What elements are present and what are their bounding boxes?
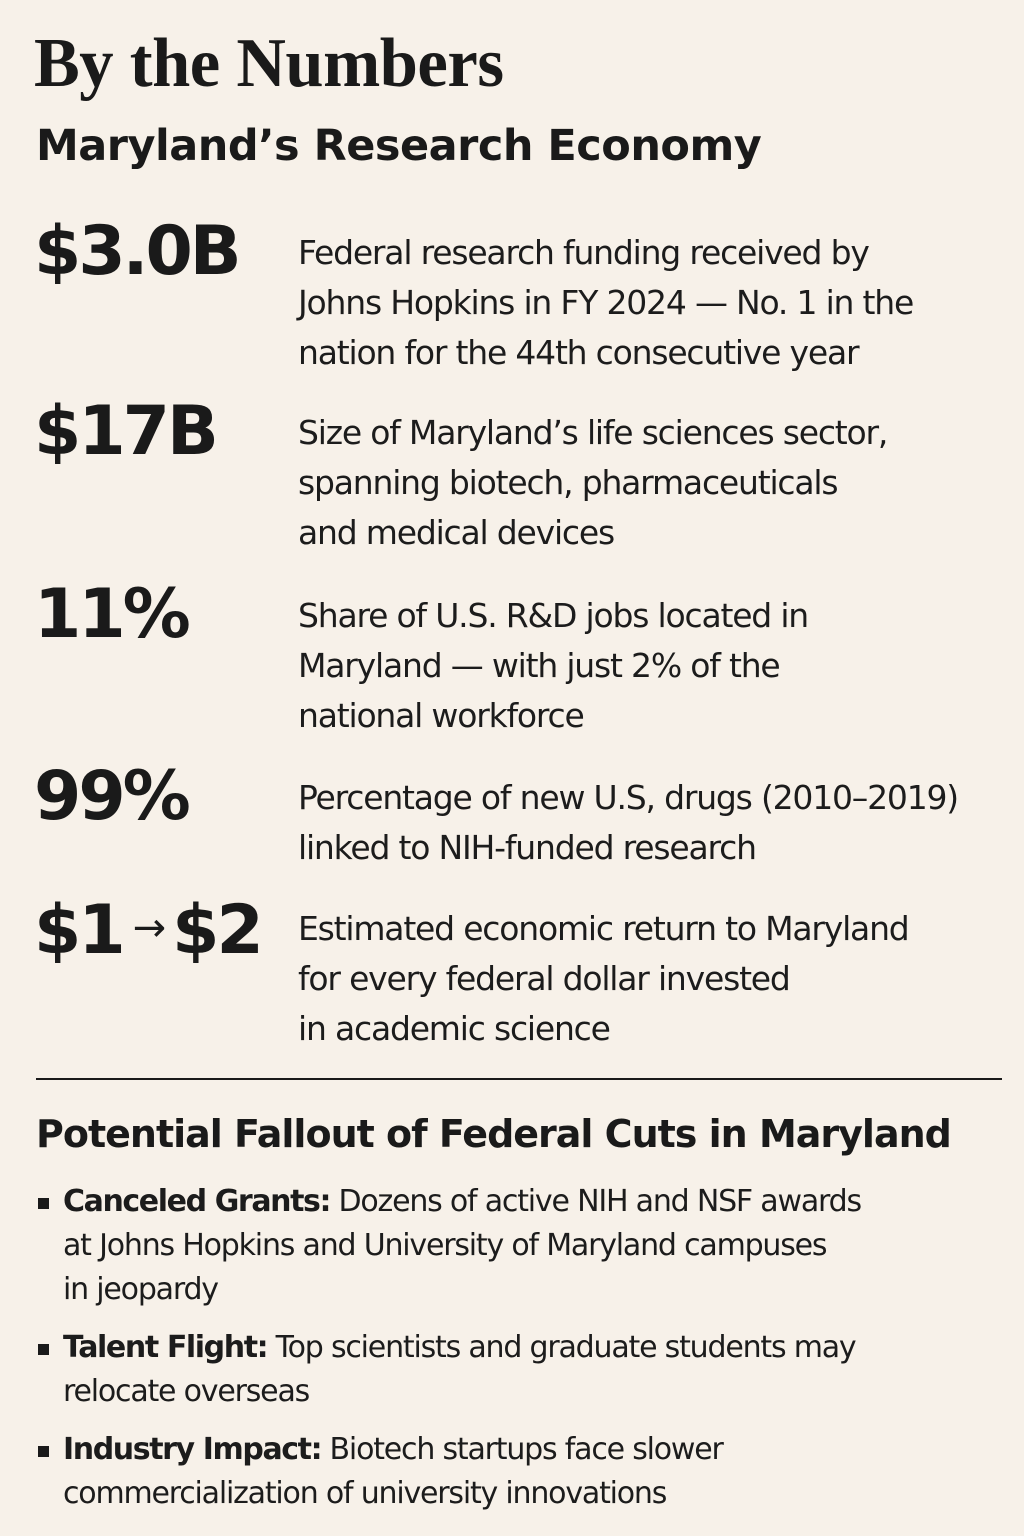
square-bullet-icon — [38, 1198, 49, 1209]
list-item-industry-impact: Industry Impact: Biotech startups face s… — [36, 1428, 1006, 1516]
page-title: By the Numbers — [34, 25, 504, 102]
arrow-right-icon: → — [132, 905, 167, 951]
stat-description: Estimated economic return to Maryland fo… — [298, 904, 1018, 1054]
bullet-first-line: Industry Impact: Biotech startups face s… — [63, 1428, 1006, 1472]
bullet-text: Dozens of active NIH and NSF awards — [330, 1184, 862, 1219]
section-divider — [36, 1078, 1002, 1080]
stat-description: Share of U.S. R&D jobs located in Maryla… — [298, 591, 1018, 741]
bullet-text: Top scientists and graduate students may — [267, 1330, 857, 1365]
list-item-canceled-grants: Canceled Grants: Dozens of active NIH an… — [36, 1180, 1006, 1312]
page-subtitle: Maryland’s Research Economy — [36, 121, 762, 171]
stat-description-line: Percentage of new U.S, drugs (2010–2019) — [298, 778, 959, 817]
bullet-text: Biotech startups face slower — [321, 1432, 724, 1467]
stat-description-line: and medical devices — [298, 513, 615, 552]
stat-description-line: in academic science — [298, 1009, 611, 1048]
stat-value-from: $1 — [34, 891, 126, 970]
stat-description-line: linked to NIH-funded research — [298, 828, 757, 867]
list-item-talent-flight: Talent Flight: Top scientists and gradua… — [36, 1326, 1006, 1414]
bullet-lead: Talent Flight: — [63, 1330, 269, 1365]
stat-description-line: Size of Maryland’s life sciences sector, — [298, 413, 888, 452]
bullet-first-line: Canceled Grants: Dozens of active NIH an… — [63, 1180, 1006, 1224]
bullet-line: at Johns Hopkins and University of Maryl… — [63, 1228, 828, 1263]
stat-description-line: for every federal dollar invested — [298, 959, 791, 998]
bullet-line: relocate overseas — [63, 1374, 310, 1409]
stat-description-line: Maryland — with just 2% of the — [298, 646, 781, 685]
stat-value-to: $2 — [172, 891, 264, 970]
stat-description-line: Johns Hopkins in FY 2024 — No. 1 in the — [298, 283, 914, 322]
stat-value: 11% — [34, 575, 191, 654]
fallout-list: Canceled Grants: Dozens of active NIH an… — [36, 1180, 1006, 1530]
stat-value: 99% — [34, 757, 191, 836]
stat-description-line: spanning biotech, pharmaceuticals — [298, 463, 839, 502]
bullet-line: in jeopardy — [63, 1272, 219, 1307]
stat-value-return: $1 →$2 — [34, 891, 264, 970]
stat-description-line: Federal research funding received by — [298, 233, 870, 272]
bullet-line: commercialization of university innovati… — [63, 1476, 667, 1511]
square-bullet-icon — [38, 1446, 49, 1457]
stat-description-line: nation for the 44th consecutive year — [298, 333, 860, 372]
stat-description: Percentage of new U.S, drugs (2010–2019)… — [298, 773, 1018, 873]
stat-description: Size of Maryland’s life sciences sector,… — [298, 408, 1018, 558]
stat-description-line: national workforce — [298, 696, 585, 735]
bullet-first-line: Talent Flight: Top scientists and gradua… — [63, 1326, 1006, 1370]
stat-description: Federal research funding received by Joh… — [298, 228, 1018, 378]
square-bullet-icon — [38, 1344, 49, 1355]
fallout-heading: Potential Fallout of Federal Cuts in Mar… — [36, 1112, 952, 1156]
stat-value: $17B — [34, 392, 219, 471]
stat-description-line: Estimated economic return to Maryland — [298, 909, 910, 948]
stat-value: $3.0B — [34, 212, 242, 291]
stat-description-line: Share of U.S. R&D jobs located in — [298, 596, 809, 635]
bullet-lead: Industry Impact: — [63, 1432, 323, 1467]
bullet-lead: Canceled Grants: — [63, 1184, 332, 1219]
